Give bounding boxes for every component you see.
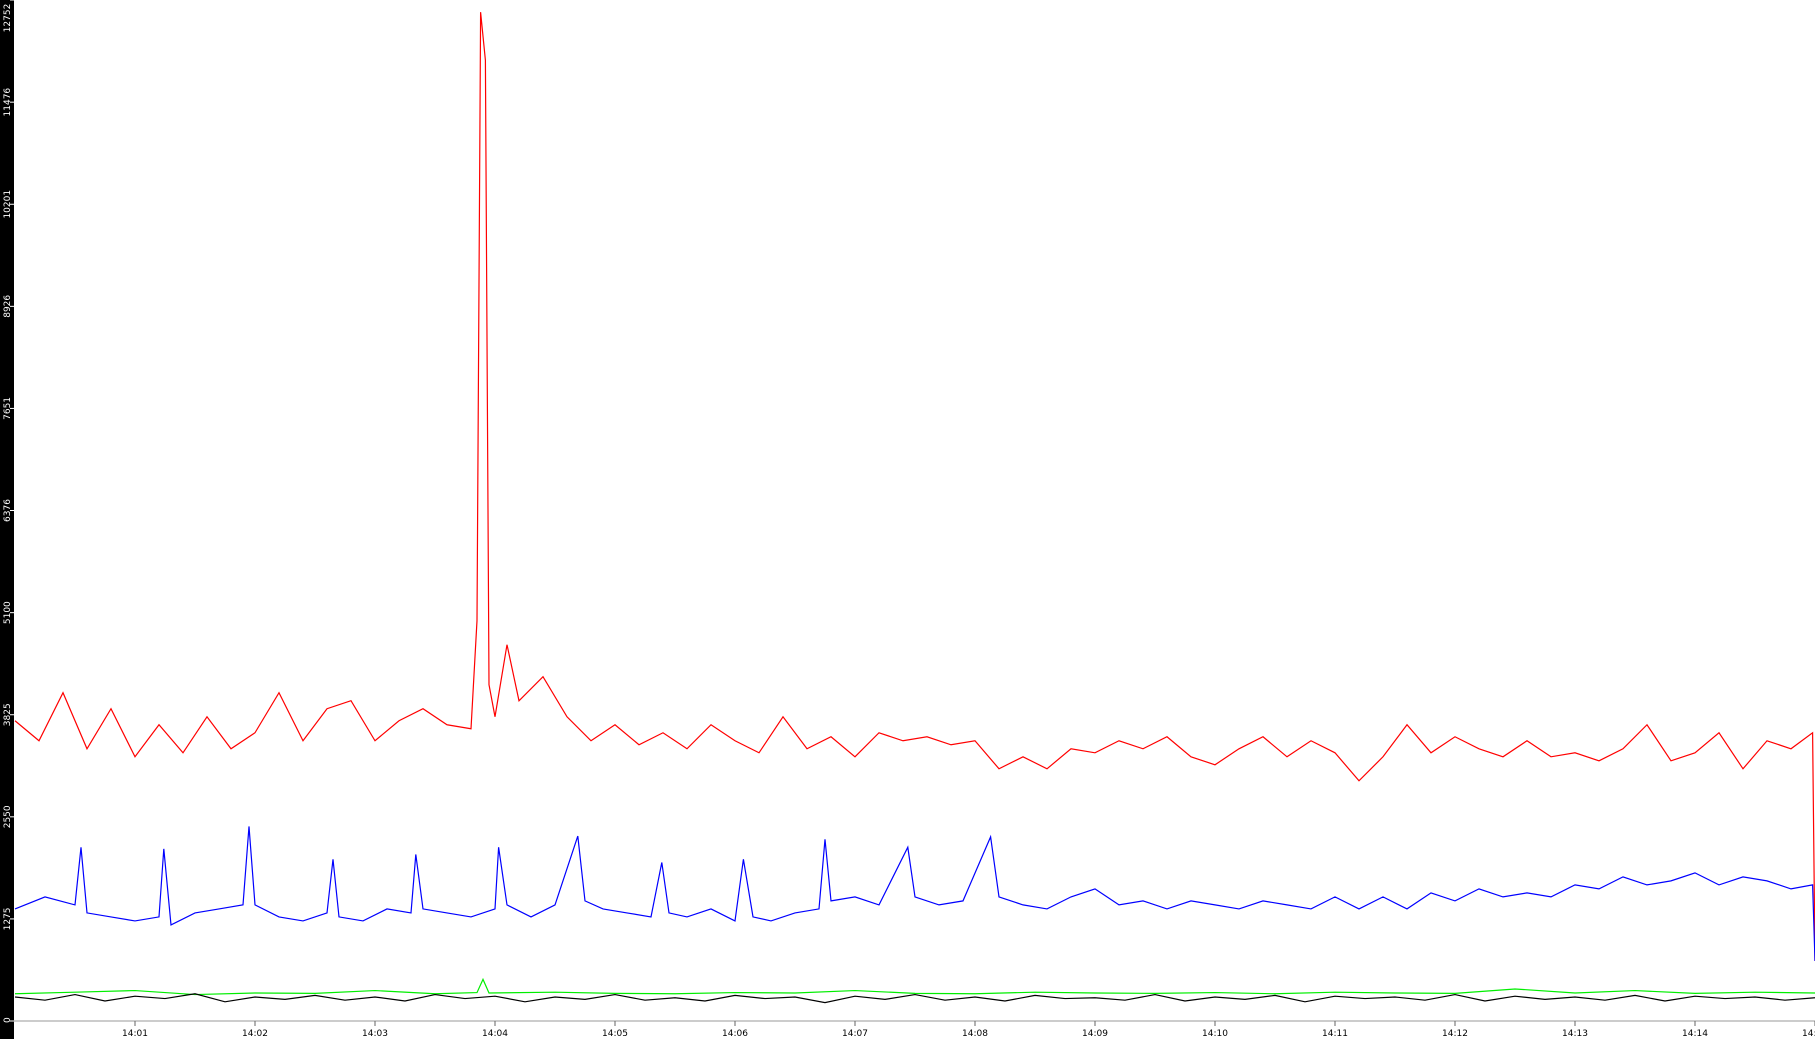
y-tick-label: 8926 (3, 295, 13, 318)
x-tick-label: 14:09 (1082, 1029, 1108, 1039)
y-tick-label: 5100 (3, 601, 13, 624)
x-tick-label: 14:07 (842, 1029, 868, 1039)
y-tick-label: 3825 (3, 703, 13, 726)
series-line (14, 826, 1815, 961)
x-tick-label: 14:02 (242, 1029, 268, 1039)
x-tick-label: 14:14 (1682, 1029, 1708, 1039)
y-tick-label: 6376 (3, 499, 13, 522)
y-tick-label: 1275 (3, 907, 13, 930)
x-tick-label: 14:06 (722, 1029, 748, 1039)
y-tick-label: 7651 (3, 397, 13, 420)
y-tick-label: 0 (3, 1017, 13, 1023)
series-line (14, 977, 1815, 996)
x-tick-label: 14:05 (602, 1029, 628, 1039)
y-tick-label: 12752 (3, 4, 13, 33)
x-tick-label: 14:03 (362, 1029, 388, 1039)
y-tick-label: 11476 (3, 88, 13, 117)
series-line (14, 993, 1815, 1004)
x-tick-label: 14:08 (962, 1029, 988, 1039)
y-axis-bar (0, 0, 14, 1039)
y-tick-label: 2550 (3, 805, 13, 828)
x-tick-label: 14:10 (1202, 1029, 1228, 1039)
x-tick-label: 14:13 (1562, 1029, 1588, 1039)
series-line (14, 12, 1815, 961)
x-tick-label: 14:04 (482, 1029, 508, 1039)
x-tick-label: 14:12 (1442, 1029, 1468, 1039)
x-tick-label: 14:15 (1802, 1029, 1815, 1039)
x-tick-label: 14:01 (122, 1029, 148, 1039)
y-tick-label: 10201 (3, 190, 13, 219)
x-tick-label: 14:11 (1322, 1029, 1348, 1039)
